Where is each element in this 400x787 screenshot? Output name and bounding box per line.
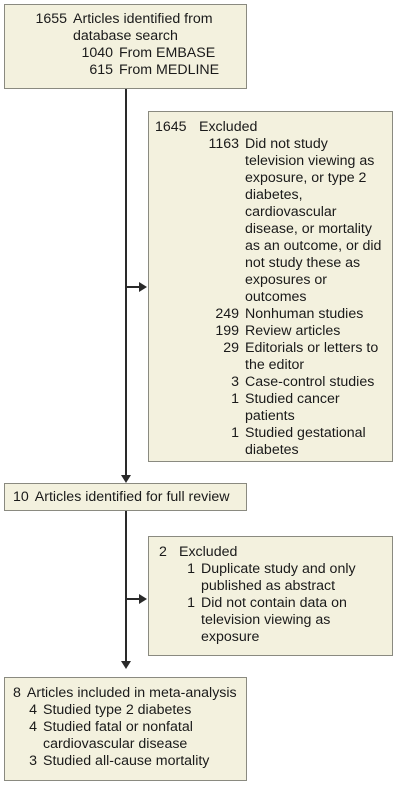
- connector-main-1: [125, 89, 127, 475]
- excluded-label: Excluded: [199, 119, 258, 135]
- excluded-item-label: Did not contain data on television viewi…: [201, 595, 347, 645]
- excluded-item-label: Did not study television viewing as expo…: [245, 136, 382, 305]
- included-item-label: Studied all-cause mortality: [43, 753, 210, 769]
- included-item: 3 Studied all-cause mortality: [13, 753, 238, 770]
- excluded-item: 1 Studied cancer patients: [155, 391, 386, 425]
- excluded-item-count: 1: [187, 561, 195, 577]
- included-label: Articles included in meta-analysis: [26, 685, 237, 701]
- included-item-label: Studied type 2 diabetes: [43, 702, 192, 718]
- excluded-item: 249 Nonhuman studies: [155, 306, 386, 323]
- identified-box: 1655 Articles identified from database s…: [4, 4, 247, 89]
- included-box: 8 Articles included in meta-analysis 4 S…: [4, 677, 247, 781]
- excluded-box-1: 1645 Excluded 1163 Did not study televis…: [148, 111, 393, 462]
- arrow-down-1: [121, 475, 131, 483]
- excluded-item-count: 1: [187, 595, 195, 611]
- connector-branch-2: [125, 598, 145, 600]
- excluded-item: 1 Did not contain data on television vie…: [159, 595, 382, 646]
- excluded-item: 1 Studied gestational diabetes: [155, 425, 386, 459]
- excluded-item-count: 29: [223, 340, 239, 356]
- full-review-row: 10 Articles identified for full review: [13, 489, 238, 506]
- excluded-item-label: Review articles: [245, 323, 341, 339]
- excluded-item: 3 Case-control studies: [155, 374, 386, 391]
- excluded-header: 2 Excluded: [159, 544, 382, 561]
- excluded-count: 2: [159, 544, 167, 560]
- excluded-item-count: 249: [215, 306, 239, 322]
- included-header: 8 Articles included in meta-analysis: [13, 685, 238, 702]
- included-item-label: Studied fatal or nonfatal cardiovascular…: [43, 719, 193, 752]
- arrow-right-1: [139, 282, 147, 292]
- source-count: 615: [89, 62, 113, 78]
- connector-main-2: [125, 511, 127, 661]
- arrow-right-2: [139, 594, 147, 604]
- excluded-item: 199 Review articles: [155, 323, 386, 340]
- excluded-item-count: 1163: [208, 136, 239, 152]
- excluded-item-label: Duplicate study and only published as ab…: [201, 561, 356, 594]
- included-item: 4 Studied fatal or nonfatal cardiovascul…: [13, 719, 238, 753]
- excluded-item-label: Editorials or letters to the editor: [245, 340, 379, 373]
- excluded-item-label: Nonhuman studies: [245, 306, 364, 322]
- included-item-count: 3: [29, 753, 37, 769]
- source-row: 615 From MEDLINE: [13, 62, 238, 79]
- full-review-label: Articles identified for full review: [34, 489, 230, 505]
- excluded-item-label: Studied cancer patients: [245, 391, 340, 424]
- excluded-box-2: 2 Excluded 1 Duplicate study and only pu…: [148, 536, 393, 656]
- arrow-down-2: [121, 661, 131, 669]
- source-label: From MEDLINE: [119, 62, 220, 78]
- excluded-count: 1645: [155, 119, 187, 135]
- identified-count: 1655: [35, 11, 67, 27]
- excluded-label: Excluded: [179, 544, 238, 560]
- source-count: 1040: [81, 45, 113, 61]
- excluded-header: 1645 Excluded: [155, 119, 386, 136]
- source-row: 1040 From EMBASE: [13, 45, 238, 62]
- excluded-item: 29 Editorials or letters to the editor: [155, 340, 386, 374]
- included-item-count: 4: [29, 719, 37, 735]
- excluded-item: 1 Duplicate study and only published as …: [159, 561, 382, 595]
- excluded-item-label: Case-control studies: [245, 374, 375, 390]
- source-label: From EMBASE: [119, 45, 216, 61]
- excluded-item-count: 3: [231, 374, 239, 390]
- excluded-item-count: 1: [231, 425, 239, 441]
- full-review-box: 10 Articles identified for full review: [4, 483, 247, 511]
- excluded-item-label: Studied gestational diabetes: [245, 425, 366, 458]
- excluded-item-count: 1: [231, 391, 239, 407]
- excluded-item: 1163 Did not study television viewing as…: [155, 136, 386, 306]
- identified-label: Articles identified from database search: [73, 11, 213, 44]
- full-review-count: 10: [13, 489, 29, 505]
- included-count: 8: [13, 685, 21, 701]
- identified-row: 1655 Articles identified from database s…: [13, 11, 238, 45]
- excluded-item-count: 199: [215, 323, 239, 339]
- included-item: 4 Studied type 2 diabetes: [13, 702, 238, 719]
- included-item-count: 4: [29, 702, 37, 718]
- connector-branch-1: [125, 286, 145, 288]
